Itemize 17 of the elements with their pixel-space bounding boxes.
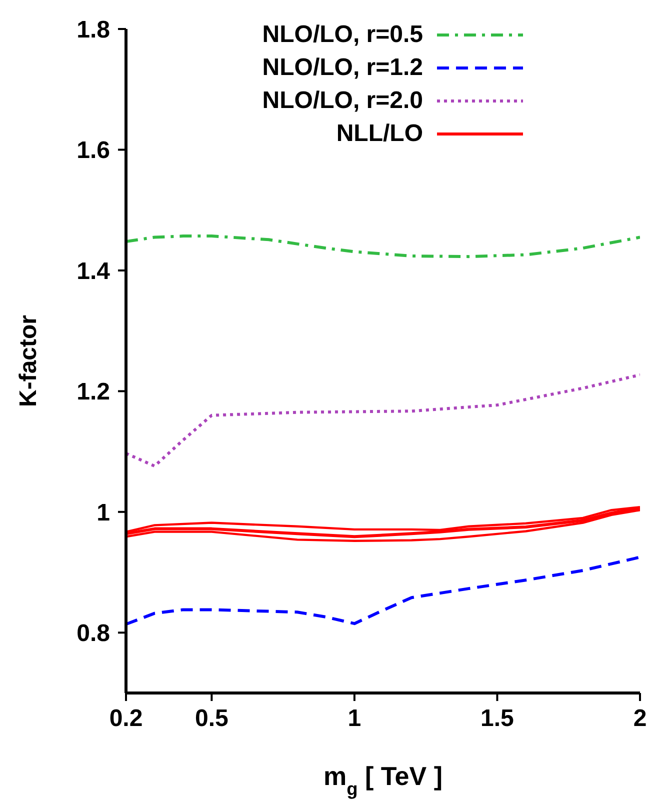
y-tick-label: 1.2 [76,378,110,406]
y-tick-label: 1 [96,499,110,526]
y-tick-label: 1.6 [76,137,110,164]
x-axis-title: m$_{g}$ [ TeV ] [323,761,443,799]
x-tick-label: 0.2 [109,705,143,732]
x-tick-label: 0.5 [194,705,228,732]
y-tick-label: 1.4 [76,258,111,285]
y-tick-label: 0.8 [76,620,110,648]
x-tick-label: 2 [633,705,647,732]
x-tick-label: 1 [348,705,362,732]
legend-label: NLO/LO, r=0.5 [262,20,423,48]
y-axis-title: K-factor [15,314,42,408]
y-tick-label: 1.8 [76,16,110,44]
legend-label: NLL/LO [336,120,423,148]
legend-label: NLO/LO, r=2.0 [262,86,423,114]
legend-label: NLO/LO, r=1.2 [262,54,423,82]
x-tick-label: 1.5 [480,705,514,732]
